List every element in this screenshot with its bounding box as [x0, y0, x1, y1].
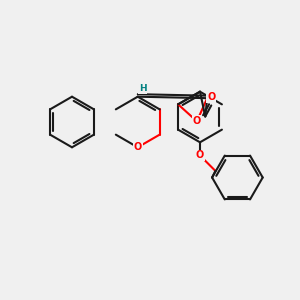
Text: H: H	[139, 84, 146, 93]
Text: O: O	[134, 142, 142, 152]
Text: O: O	[207, 92, 215, 102]
Text: O: O	[193, 116, 201, 126]
Text: O: O	[196, 151, 204, 160]
